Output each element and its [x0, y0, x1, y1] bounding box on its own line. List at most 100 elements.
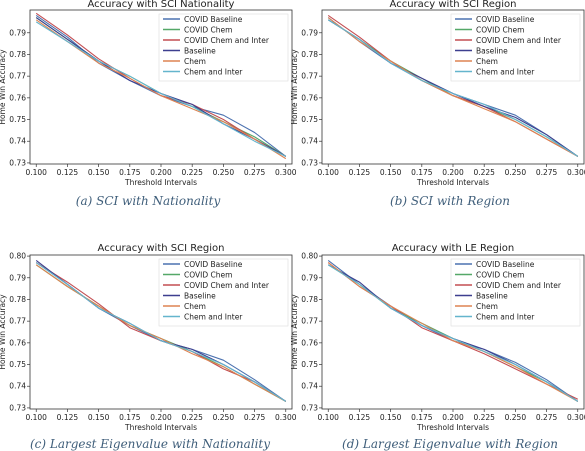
- x-tick-label: 0.175: [411, 168, 433, 177]
- legend-label: Chem and Inter: [184, 68, 243, 77]
- x-tick-label: 0.200: [442, 168, 464, 177]
- y-tick-label: 0.76: [9, 338, 26, 347]
- y-axis-label: Home Win Accuracy: [290, 294, 299, 370]
- x-tick-label: 0.125: [57, 413, 79, 422]
- y-tick-label: 0.73: [301, 403, 318, 412]
- legend-label: COVID Chem and Inter: [476, 36, 562, 45]
- y-tick-label: 0.74: [301, 382, 318, 391]
- legend-label: Chem and Inter: [184, 313, 243, 322]
- x-tick-label: 0.100: [25, 413, 47, 422]
- x-tick-label: 0.200: [150, 168, 172, 177]
- x-tick-label: 0.225: [181, 168, 203, 177]
- chart-panel-1: Accuracy with SCI Region 0.100 0.125 0.150 0…: [290, 0, 585, 187]
- y-axis-label: Home Win Accuracy: [290, 49, 299, 125]
- y-tick-label: 0.75: [9, 360, 26, 369]
- legend-label: COVID Chem and Inter: [184, 281, 270, 290]
- y-tick-label: 0.76: [301, 93, 318, 102]
- x-tick-label: 0.125: [349, 413, 371, 422]
- x-tick-label: 0.175: [119, 168, 141, 177]
- legend-label: Chem and Inter: [476, 68, 535, 77]
- x-tick-label: 0.300: [275, 413, 297, 422]
- x-tick-label: 0.250: [505, 413, 527, 422]
- y-tick-label: 0.73: [301, 158, 318, 167]
- legend-label: Baseline: [476, 292, 508, 301]
- x-tick-label: 0.225: [473, 168, 495, 177]
- x-axis-label: Threshold Intervals: [124, 423, 197, 432]
- y-axis-label: Home Win Accuracy: [0, 294, 7, 370]
- x-tick-label: 0.250: [213, 413, 235, 422]
- y-tick-label: 0.77: [9, 317, 26, 326]
- x-tick-label: 0.200: [150, 413, 172, 422]
- caption-d: (d) Largest Eigenvalue with Region: [342, 437, 558, 451]
- legend-label: COVID Baseline: [476, 260, 535, 269]
- x-tick-label: 0.275: [244, 413, 266, 422]
- y-tick-label: 0.75: [9, 115, 26, 124]
- y-tick-label: 0.78: [9, 50, 26, 59]
- x-tick-label: 0.100: [317, 168, 339, 177]
- x-tick-label: 0.275: [536, 168, 558, 177]
- chart-panel-0: Accuracy with SCI Nationality 0.100 0.125 0…: [0, 0, 297, 187]
- legend-label: Baseline: [476, 47, 508, 56]
- legend-label: COVID Chem: [184, 271, 232, 280]
- series-line-6: [35, 262, 287, 402]
- legend-label: COVID Baseline: [184, 15, 243, 24]
- series-line-6: [327, 19, 579, 157]
- series-line-5: [327, 262, 579, 402]
- y-tick-label: 0.76: [9, 93, 26, 102]
- y-tick-label: 0.73: [9, 158, 26, 167]
- legend-box: [450, 13, 581, 82]
- series-line-6: [327, 264, 579, 402]
- x-tick-label: 0.200: [442, 413, 464, 422]
- legend-label: COVID Baseline: [184, 260, 243, 269]
- y-tick-label: 0.75: [301, 360, 318, 369]
- caption-a: (a) SCI with Nationality: [75, 194, 221, 208]
- y-axis-label: Home Win Accuracy: [0, 49, 7, 125]
- y-tick-label: 0.79: [301, 28, 318, 37]
- y-tick-label: 0.78: [301, 295, 318, 304]
- chart-title: Accuracy with SCI Region: [390, 0, 517, 10]
- x-tick-label: 0.100: [317, 413, 339, 422]
- x-tick-label: 0.125: [349, 168, 371, 177]
- x-tick-label: 0.225: [473, 413, 495, 422]
- y-tick-label: 0.77: [9, 72, 26, 81]
- y-tick-label: 0.74: [9, 382, 26, 391]
- legend-label: COVID Chem: [476, 271, 524, 280]
- legend-box: [450, 258, 581, 327]
- chart-title: Accuracy with SCI Nationality: [88, 0, 235, 10]
- x-tick-label: 0.100: [25, 168, 47, 177]
- legend-label: COVID Chem and Inter: [476, 281, 562, 290]
- legend-label: Chem: [476, 57, 498, 66]
- caption-c: (c) Largest Eigenvalue with Nationality: [29, 437, 271, 451]
- chart-title: Accuracy with LE Region: [392, 243, 515, 254]
- x-axis-label: Threshold Intervals: [416, 423, 489, 432]
- y-tick-label: 0.79: [301, 273, 318, 282]
- legend-label: COVID Chem and Inter: [184, 36, 270, 45]
- y-tick-label: 0.77: [301, 317, 318, 326]
- x-tick-label: 0.300: [275, 168, 297, 177]
- legend-label: Chem: [476, 302, 498, 311]
- y-tick-label: 0.79: [9, 273, 26, 282]
- legend-label: COVID Chem: [184, 26, 232, 35]
- x-tick-label: 0.150: [380, 413, 402, 422]
- y-tick-label: 0.76: [301, 338, 318, 347]
- series-line-5: [35, 19, 287, 160]
- y-tick-label: 0.75: [301, 115, 318, 124]
- x-tick-label: 0.300: [567, 413, 585, 422]
- x-tick-label: 0.250: [213, 168, 235, 177]
- series-line-5: [35, 264, 287, 402]
- x-tick-label: 0.150: [88, 413, 110, 422]
- y-tick-label: 0.80: [301, 252, 318, 261]
- y-tick-label: 0.80: [9, 252, 26, 261]
- y-tick-label: 0.73: [9, 403, 26, 412]
- legend-box: [158, 258, 289, 327]
- x-tick-label: 0.300: [567, 168, 585, 177]
- y-tick-label: 0.77: [301, 72, 318, 81]
- legend-box: [158, 13, 289, 82]
- y-tick-label: 0.79: [9, 28, 26, 37]
- x-tick-label: 0.125: [57, 168, 79, 177]
- x-tick-label: 0.275: [244, 168, 266, 177]
- series-line-6: [35, 21, 287, 157]
- legend-label: Chem and Inter: [476, 313, 535, 322]
- y-tick-label: 0.74: [9, 137, 26, 146]
